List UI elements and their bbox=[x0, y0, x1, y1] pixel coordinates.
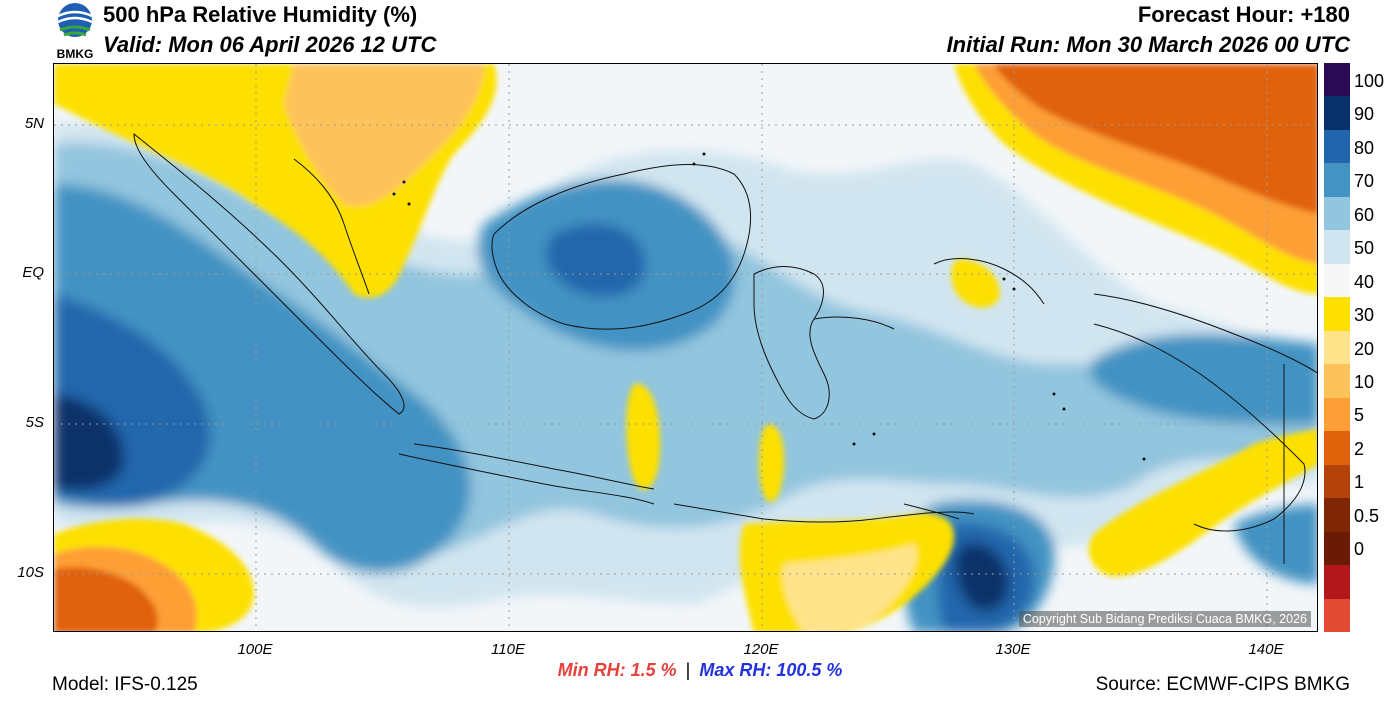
colorbar-swatch bbox=[1324, 230, 1350, 265]
min-rh-value: 1.5 % bbox=[630, 660, 677, 680]
colorbar-label: 40 bbox=[1354, 271, 1375, 292]
max-rh-value: 100.5 % bbox=[776, 660, 843, 680]
colorbar-label: 5 bbox=[1354, 405, 1365, 426]
logo-text: BMKG bbox=[57, 47, 94, 60]
lat-label-10s: 10S bbox=[17, 564, 44, 581]
colorbar-swatch bbox=[1324, 397, 1350, 432]
colorbar bbox=[1324, 63, 1350, 633]
colorbar-label: 0.5 bbox=[1354, 505, 1380, 526]
lat-label-5s: 5S bbox=[25, 414, 44, 431]
lon-label-110e: 110E bbox=[491, 641, 525, 658]
colorbar-swatch bbox=[1324, 364, 1350, 399]
colorbar-swatch bbox=[1324, 163, 1350, 198]
colorbar-swatch bbox=[1324, 464, 1350, 499]
lat-label-5n: 5N bbox=[24, 115, 44, 132]
colorbar-swatch bbox=[1324, 330, 1350, 365]
colorbar-label: 70 bbox=[1354, 171, 1375, 192]
lon-label-140e: 140E bbox=[1248, 641, 1284, 658]
colorbar-swatch bbox=[1324, 498, 1350, 533]
colorbar-label: 2 bbox=[1354, 438, 1365, 459]
colorbar-label: 1 bbox=[1354, 472, 1365, 493]
initial-run: Initial Run: Mon 30 March 2026 00 UTC bbox=[946, 32, 1350, 57]
colorbar-swatch bbox=[1324, 297, 1350, 332]
colorbar-swatch bbox=[1324, 431, 1350, 466]
colorbar-label: 100 bbox=[1354, 70, 1385, 91]
lon-label-120e: 120E bbox=[743, 641, 779, 658]
colorbar-swatch bbox=[1324, 63, 1350, 97]
colorbar-swatch bbox=[1324, 565, 1350, 600]
colorbar-swatch bbox=[1324, 96, 1350, 131]
colorbar-label: 30 bbox=[1354, 305, 1375, 326]
colorbar-swatch bbox=[1324, 531, 1350, 566]
colorbar-swatch bbox=[1324, 129, 1350, 164]
colorbar-label: 90 bbox=[1354, 104, 1375, 125]
source-label: Source: ECMWF-CIPS BMKG bbox=[1095, 674, 1350, 695]
min-rh-label: Min RH: bbox=[557, 660, 626, 680]
max-rh-label: Max RH: bbox=[699, 660, 772, 680]
colorbar-swatch bbox=[1324, 263, 1350, 298]
bmkg-logo: BMKG bbox=[52, 2, 98, 61]
humidity-field bbox=[54, 64, 1317, 631]
coastlines bbox=[133, 132, 1317, 564]
colorbar-swatch bbox=[1324, 598, 1350, 633]
colorbar-label: 10 bbox=[1354, 371, 1375, 392]
stat-separator: | bbox=[685, 660, 691, 680]
lat-label-eq: EQ bbox=[22, 264, 44, 281]
lon-label-100e: 100E bbox=[237, 641, 273, 658]
rh-extremes: Min RH: 1.5 % | Max RH: 100.5 % bbox=[0, 660, 1400, 681]
colorbar-swatch bbox=[1324, 196, 1350, 231]
colorbar-label: 50 bbox=[1354, 238, 1375, 259]
island-markers bbox=[392, 152, 1146, 461]
colorbar-label: 80 bbox=[1354, 137, 1375, 158]
model-label: Model: IFS-0.125 bbox=[52, 674, 198, 695]
valid-time: Valid: Mon 06 April 2026 12 UTC bbox=[103, 32, 437, 57]
copyright-note: Copyright Sub Bidang Prediksi Cuaca BMKG… bbox=[1018, 611, 1311, 627]
forecast-hour: Forecast Hour: +180 bbox=[1137, 2, 1350, 27]
colorbar-label: 20 bbox=[1354, 338, 1375, 359]
colorbar-label: 60 bbox=[1354, 204, 1375, 225]
humidity-map[interactable]: Copyright Sub Bidang Prediksi Cuaca BMKG… bbox=[53, 63, 1318, 632]
graticule bbox=[54, 64, 1317, 631]
map-title: 500 hPa Relative Humidity (%) bbox=[103, 2, 418, 27]
colorbar-label: 0 bbox=[1354, 539, 1365, 560]
lon-label-130e: 130E bbox=[995, 641, 1031, 658]
